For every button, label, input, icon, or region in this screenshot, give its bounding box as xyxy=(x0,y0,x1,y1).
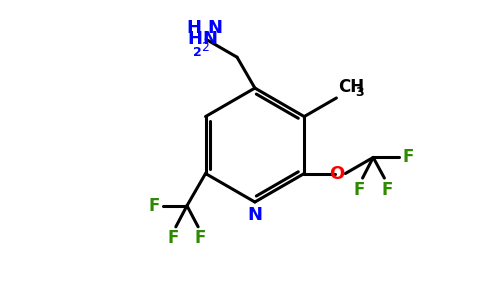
Text: 2: 2 xyxy=(194,46,202,59)
Text: 2: 2 xyxy=(201,41,209,54)
Text: F: F xyxy=(195,229,206,247)
Text: F: F xyxy=(149,197,160,215)
Text: CH: CH xyxy=(338,77,364,95)
Text: O: O xyxy=(329,164,344,182)
Text: 3: 3 xyxy=(355,86,363,99)
Text: F: F xyxy=(167,229,179,247)
Text: N: N xyxy=(202,30,217,48)
Text: H: H xyxy=(186,20,201,38)
Text: N: N xyxy=(207,20,222,38)
Text: F: F xyxy=(403,148,414,166)
Text: F: F xyxy=(381,181,393,199)
Text: H: H xyxy=(187,30,202,48)
Text: N: N xyxy=(247,206,262,224)
Text: F: F xyxy=(354,181,365,199)
